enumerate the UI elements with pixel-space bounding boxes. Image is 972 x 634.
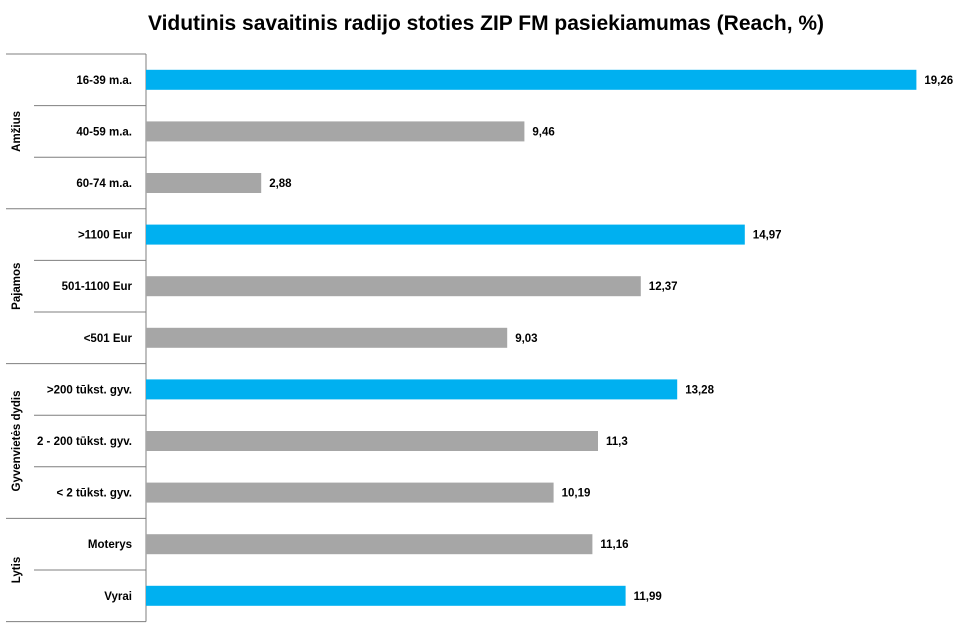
group-label: Pajamos bbox=[11, 263, 23, 310]
category-label: >1100 Eur bbox=[78, 230, 133, 242]
category-label: Vyrai bbox=[104, 591, 132, 603]
data-label: 10,19 bbox=[562, 488, 591, 500]
category-label: 16-39 m.a. bbox=[76, 75, 132, 87]
bar bbox=[146, 224, 745, 245]
category-label: 40-59 m.a. bbox=[76, 126, 132, 138]
bar bbox=[146, 173, 262, 193]
bar bbox=[146, 121, 525, 142]
group-label: Amžius bbox=[11, 111, 23, 152]
chart-title: Vidutinis savaitinis radijo stoties ZIP … bbox=[147, 12, 825, 35]
data-label: 2,88 bbox=[269, 178, 292, 190]
data-label: 9,46 bbox=[532, 126, 554, 138]
data-label: 11,99 bbox=[634, 591, 662, 603]
data-label: 12,37 bbox=[649, 281, 678, 293]
bar bbox=[146, 585, 626, 606]
bar bbox=[146, 327, 508, 348]
category-label: 501-1100 Eur bbox=[62, 281, 133, 293]
group-label: Gyvenvietės dydis bbox=[11, 391, 23, 492]
data-label: 11,16 bbox=[600, 539, 628, 551]
data-label: 9,03 bbox=[515, 333, 537, 345]
bar bbox=[146, 69, 917, 90]
bar bbox=[146, 534, 593, 555]
bar bbox=[146, 276, 641, 297]
bar bbox=[146, 379, 678, 400]
data-label: 13,28 bbox=[685, 384, 714, 396]
data-label: 14,97 bbox=[753, 230, 782, 242]
data-label: 11,3 bbox=[606, 436, 628, 448]
category-label: 2 - 200 tūkst. gyv. bbox=[37, 436, 132, 448]
data-label: 19,26 bbox=[924, 75, 953, 87]
category-label: <501 Eur bbox=[84, 333, 133, 345]
group-label: Lytis bbox=[11, 557, 23, 583]
bar bbox=[146, 482, 554, 503]
category-label: >200 tūkst. gyv. bbox=[47, 384, 132, 396]
bar bbox=[146, 431, 598, 451]
category-label: Moterys bbox=[88, 539, 132, 551]
category-label: 60-74 m.a. bbox=[76, 178, 132, 190]
category-label: < 2 tūkst. gyv. bbox=[56, 488, 132, 500]
